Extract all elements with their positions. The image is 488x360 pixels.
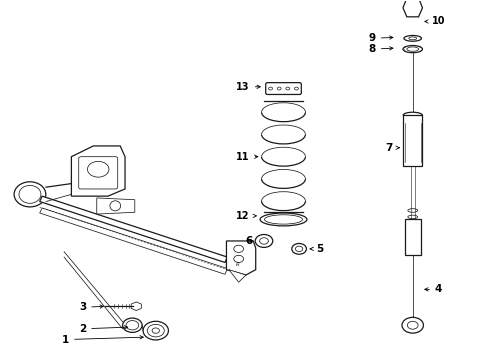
Ellipse shape <box>264 215 302 224</box>
Polygon shape <box>226 241 255 275</box>
Ellipse shape <box>110 201 121 211</box>
Text: 10: 10 <box>424 17 445 27</box>
Ellipse shape <box>147 324 164 337</box>
Text: 11: 11 <box>236 152 257 162</box>
Text: 13: 13 <box>236 82 260 92</box>
Ellipse shape <box>19 185 41 203</box>
Circle shape <box>407 321 417 329</box>
Ellipse shape <box>402 45 422 53</box>
Text: 3: 3 <box>79 302 103 312</box>
Ellipse shape <box>260 213 306 226</box>
Ellipse shape <box>143 321 168 340</box>
Ellipse shape <box>122 318 142 332</box>
Text: 5: 5 <box>309 244 323 254</box>
Text: 4: 4 <box>424 284 441 294</box>
Ellipse shape <box>294 87 298 90</box>
FancyBboxPatch shape <box>79 157 118 189</box>
Ellipse shape <box>152 328 159 333</box>
Ellipse shape <box>407 209 417 212</box>
Ellipse shape <box>407 215 417 219</box>
Ellipse shape <box>403 36 421 41</box>
Polygon shape <box>40 196 227 262</box>
Text: 8: 8 <box>368 44 392 54</box>
Circle shape <box>233 255 243 262</box>
Polygon shape <box>228 270 245 282</box>
Bar <box>402 116 422 166</box>
Text: 12: 12 <box>236 211 256 221</box>
Text: 7: 7 <box>385 143 399 153</box>
Circle shape <box>259 238 268 244</box>
Circle shape <box>295 246 302 252</box>
Polygon shape <box>97 198 135 214</box>
Ellipse shape <box>408 37 416 40</box>
Text: 6: 6 <box>245 236 252 246</box>
Ellipse shape <box>14 182 46 207</box>
Circle shape <box>233 245 243 252</box>
Text: 2: 2 <box>79 324 127 334</box>
Polygon shape <box>71 146 125 196</box>
Text: 1: 1 <box>62 334 143 345</box>
Ellipse shape <box>268 87 272 90</box>
Circle shape <box>255 234 272 247</box>
Polygon shape <box>402 0 422 17</box>
Circle shape <box>401 318 423 333</box>
Ellipse shape <box>406 47 418 51</box>
Polygon shape <box>40 208 227 274</box>
FancyBboxPatch shape <box>265 83 301 94</box>
Circle shape <box>291 243 306 254</box>
Text: R: R <box>235 262 239 267</box>
Ellipse shape <box>126 320 139 330</box>
Ellipse shape <box>277 87 281 90</box>
Circle shape <box>87 161 109 177</box>
Bar <box>404 220 420 255</box>
Ellipse shape <box>285 87 289 90</box>
Text: 9: 9 <box>368 33 392 43</box>
